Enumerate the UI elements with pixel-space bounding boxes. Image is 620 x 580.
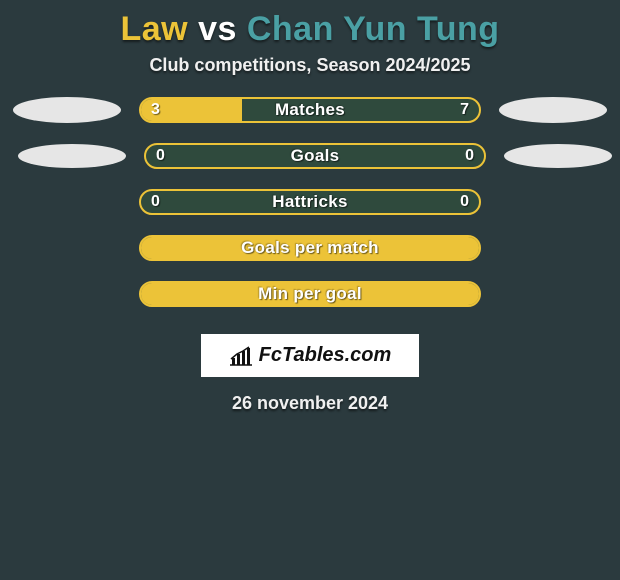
stat-value-left: 0 (146, 145, 175, 167)
stat-value-right: 0 (450, 191, 479, 213)
stat-bar: Min per goal (139, 281, 481, 307)
logo: FcTables.com (229, 344, 392, 367)
player1-avatar (13, 97, 121, 123)
stat-label: Goals (146, 145, 484, 167)
vs-text: vs (198, 10, 237, 48)
bar-chart-icon (229, 346, 253, 366)
player2-avatar (504, 144, 612, 168)
stat-label: Min per goal (141, 283, 479, 305)
stat-row: 3 7Matches (0, 96, 620, 124)
stat-row: Goals per match (0, 234, 620, 262)
stat-value-left: 3 (141, 99, 170, 121)
date-text: 26 november 2024 (0, 393, 620, 414)
stat-value-right: 7 (450, 99, 479, 121)
stat-row: Min per goal (0, 280, 620, 308)
stat-value-right: 0 (455, 145, 484, 167)
player1-avatar (18, 144, 126, 168)
player1-name: Law (120, 10, 188, 48)
stat-bar: Goals per match (139, 235, 481, 261)
logo-box: FcTables.com (201, 334, 420, 377)
stats-container: 37Matches00Goals00HattricksGoals per mat… (0, 96, 620, 308)
stat-label: Matches (141, 99, 479, 121)
stat-value-left: 0 (141, 191, 170, 213)
stat-label: Goals per match (141, 237, 479, 259)
player2-name: Chan Yun Tung (247, 10, 500, 48)
stat-bar: 0 0Goals (144, 143, 486, 169)
page-title: Law vs Chan Yun Tung (0, 10, 620, 49)
stat-label: Hattricks (141, 191, 479, 213)
stat-row: 0 0Goals (0, 142, 620, 170)
logo-text: FcTables.com (259, 344, 392, 367)
stat-bar: 3 7Matches (139, 97, 481, 123)
subtitle: Club competitions, Season 2024/2025 (0, 55, 620, 76)
stat-row: 0 0Hattricks (0, 188, 620, 216)
comparison-infographic: Law vs Chan Yun Tung Club competitions, … (0, 0, 620, 414)
stat-bar: 0 0Hattricks (139, 189, 481, 215)
player2-avatar (499, 97, 607, 123)
